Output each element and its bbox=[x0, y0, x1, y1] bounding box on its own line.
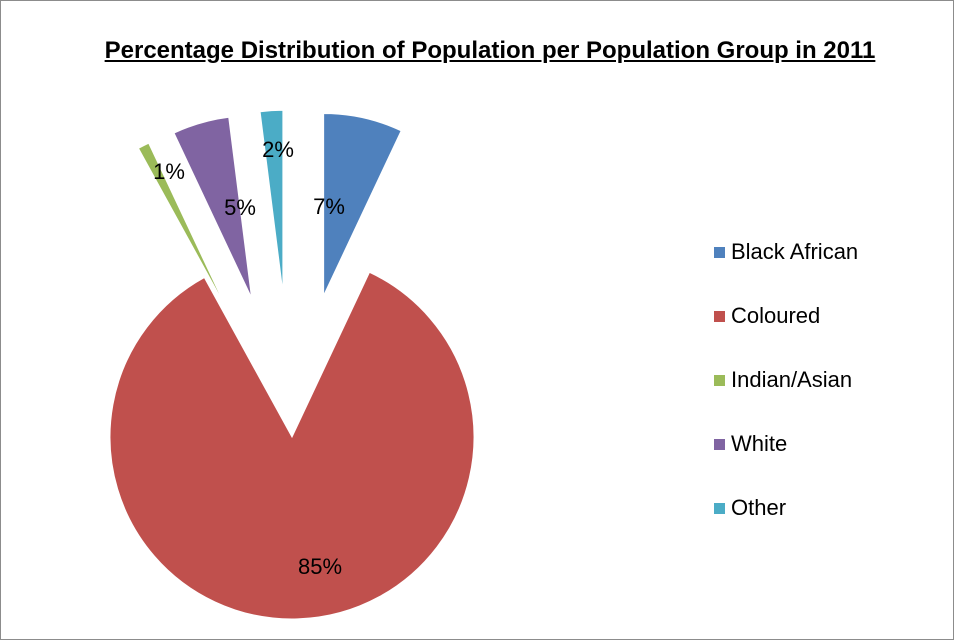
legend-label: White bbox=[731, 431, 788, 456]
pie-slice-white bbox=[173, 116, 253, 298]
legend-swatch bbox=[714, 310, 725, 322]
legend-item-black-african: Black African bbox=[714, 239, 859, 264]
pie-slice-other bbox=[259, 109, 284, 293]
legend-swatch bbox=[714, 438, 725, 450]
data-label: 85% bbox=[298, 554, 342, 579]
pie-slice-coloured bbox=[109, 271, 475, 620]
legend-swatch bbox=[714, 246, 725, 258]
data-label: 7% bbox=[313, 194, 345, 219]
legend-label: Black African bbox=[731, 239, 859, 264]
data-label: 1% bbox=[153, 159, 185, 184]
legend-item-other: Other bbox=[714, 495, 787, 520]
legend-item-indian-asian: Indian/Asian bbox=[714, 367, 853, 392]
legend-item-white: White bbox=[714, 431, 788, 456]
legend-swatch bbox=[714, 374, 725, 386]
legend-label: Indian/Asian bbox=[731, 367, 853, 392]
legend-label: Coloured bbox=[731, 303, 821, 328]
legend-label: Other bbox=[731, 495, 787, 520]
legend-item-coloured: Coloured bbox=[714, 303, 821, 328]
pie-slice-indian-asian bbox=[137, 142, 227, 309]
legend-swatch bbox=[714, 502, 725, 514]
chart-title: Percentage Distribution of Population pe… bbox=[104, 37, 876, 64]
data-label: 5% bbox=[224, 195, 256, 220]
data-label: 2% bbox=[262, 137, 294, 162]
pie-slice-black-african bbox=[323, 112, 402, 296]
